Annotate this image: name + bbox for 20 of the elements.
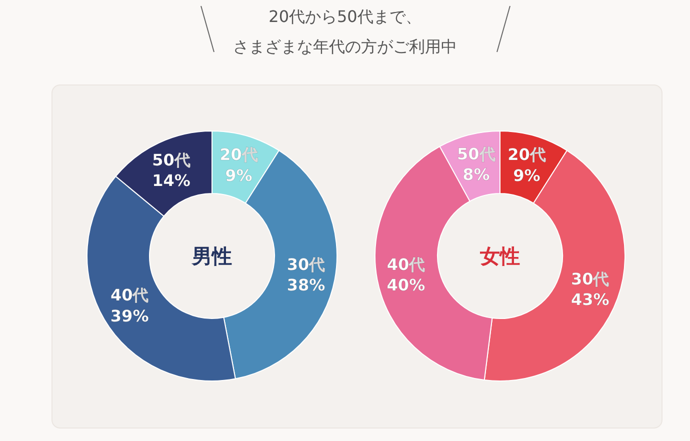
- slice-label: 20代: [508, 145, 546, 164]
- data-label: 40%: [386, 276, 426, 295]
- text: 20代から50代まで、: [268, 7, 422, 26]
- slice-label: 30代: [570, 269, 610, 288]
- slice-label: 40代: [386, 254, 426, 274]
- slice-label: 30代: [286, 254, 326, 274]
- data-label: 14%: [152, 171, 190, 190]
- data-label: 43%: [570, 290, 610, 310]
- slice-label: 50代: [457, 144, 496, 164]
- data-label: 38%: [286, 276, 326, 295]
- text: 男性: [191, 244, 232, 268]
- text: さまざまな年代の方がご利用中: [233, 37, 457, 56]
- text: 女性: [479, 244, 520, 268]
- data-label: 39%: [110, 306, 149, 326]
- slice-label: 20代: [220, 145, 258, 164]
- data-label: 9%: [513, 166, 540, 185]
- data-label: 8%: [462, 165, 490, 184]
- slice-label: 50代: [152, 150, 190, 170]
- data-label: 9%: [225, 166, 252, 185]
- slice-label: 40代: [110, 286, 149, 305]
